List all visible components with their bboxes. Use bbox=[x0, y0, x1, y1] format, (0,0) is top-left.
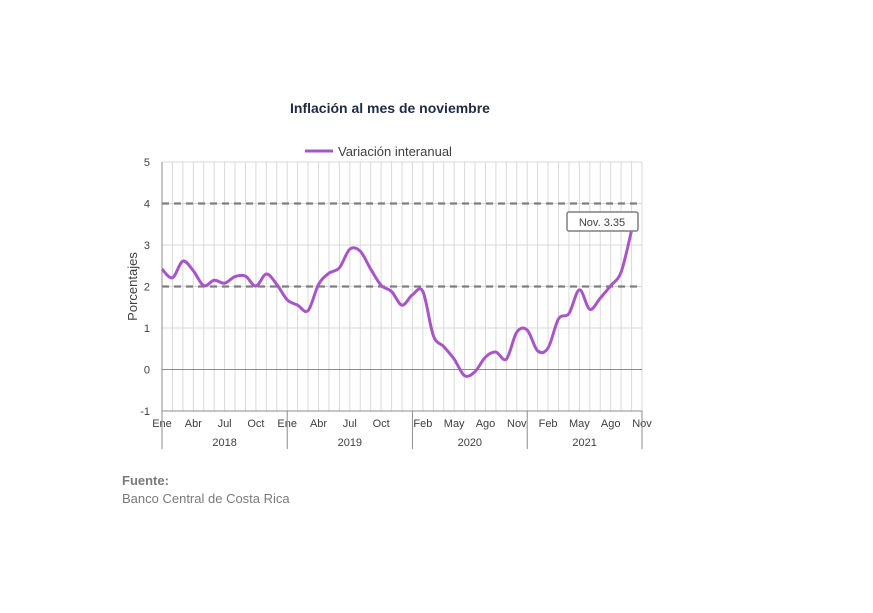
series-line bbox=[160, 230, 634, 378]
x-tick-label: Nov bbox=[507, 418, 527, 430]
x-tick-label: Feb bbox=[413, 418, 432, 430]
callout-box bbox=[566, 211, 639, 232]
x-tick-label: Jul bbox=[343, 418, 357, 430]
x-tick-label: Ago bbox=[601, 418, 621, 430]
y-tick-label: -1 bbox=[140, 406, 150, 418]
series-lines bbox=[160, 230, 634, 378]
chart-title: Inflación al mes de noviembre bbox=[290, 100, 490, 116]
reference-lines bbox=[162, 202, 642, 288]
x-tick-label: May bbox=[444, 418, 465, 430]
source-label: Fuente: bbox=[122, 473, 169, 488]
y-tick-label: 3 bbox=[144, 240, 150, 252]
y-tick-label: 0 bbox=[144, 365, 150, 377]
x-tick-label: Abr bbox=[185, 418, 202, 430]
year-label: 2020 bbox=[458, 437, 482, 449]
y-tick-label: 1 bbox=[144, 323, 150, 335]
x-tick-label: Feb bbox=[539, 418, 558, 430]
x-tick-label: May bbox=[569, 418, 590, 430]
year-label: 2018 bbox=[212, 437, 236, 449]
x-tick-label: Oct bbox=[247, 418, 264, 430]
year-label: 2019 bbox=[338, 437, 362, 449]
chart-legend: Variación interanual bbox=[305, 144, 452, 159]
annotation-callout: Nov. 3.35 bbox=[566, 211, 639, 232]
y-tick-label: 4 bbox=[144, 199, 150, 211]
legend-label: Variación interanual bbox=[338, 144, 452, 159]
x-tick-label: Oct bbox=[373, 418, 390, 430]
y-tick-label: 5 bbox=[144, 157, 150, 169]
y-tick-label: 2 bbox=[144, 282, 150, 294]
year-label: 2021 bbox=[572, 437, 596, 449]
x-tick-label: Ago bbox=[476, 418, 496, 430]
y-axis-label: Porcentajes bbox=[125, 252, 140, 321]
x-tick-label: Jul bbox=[218, 418, 232, 430]
callout-label: Nov. 3.35 bbox=[579, 217, 625, 229]
source-text: Banco Central de Costa Rica bbox=[122, 491, 290, 506]
x-tick-label: Abr bbox=[310, 418, 327, 430]
